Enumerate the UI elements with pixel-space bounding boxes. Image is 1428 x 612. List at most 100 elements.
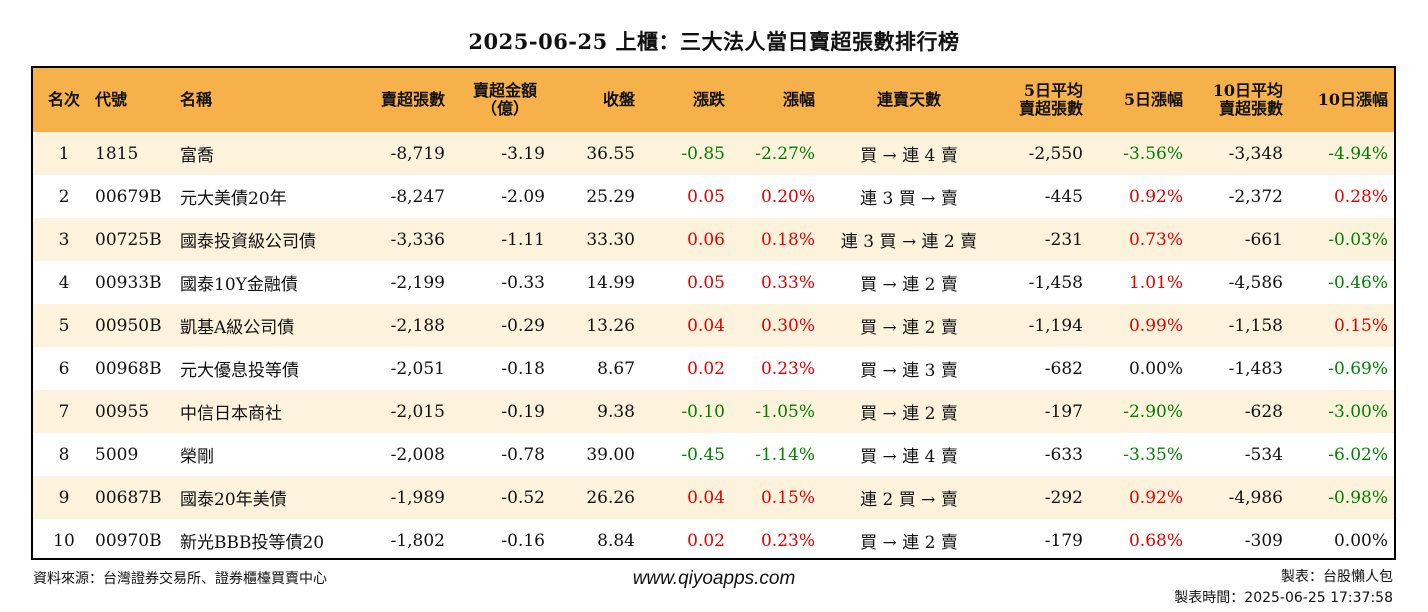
cell-change: 0.02	[687, 358, 725, 379]
cell-pct10: -0.69%	[1328, 358, 1388, 379]
cell-pct5: 0.68%	[1128, 530, 1183, 551]
cell-sell-lots: -1,802	[390, 530, 445, 551]
cell-close: 39.00	[586, 444, 635, 465]
cell-sell-amount: -0.18	[501, 358, 545, 379]
table-row: 6 00968B 元大優息投等債 -2,051 -0.18 8.67 0.02 …	[33, 347, 1394, 390]
table-row: 9 00687B 國泰20年美債 -1,989 -0.52 26.26 0.04…	[33, 476, 1394, 519]
cell-streak: 買 → 連 3 賣	[860, 361, 958, 381]
cell-code: 00679B	[95, 186, 162, 207]
footer-credits: 製表：台股懶人包 製表時間：2025-06-25 17:37:58	[1174, 567, 1393, 609]
cell-rank: 2	[58, 186, 70, 207]
col-header-code: 代號	[95, 90, 128, 109]
cell-close: 8.67	[597, 358, 635, 379]
cell-sell-amount: -0.29	[501, 315, 545, 336]
cell-close: 13.26	[586, 315, 635, 336]
cell-pct5: 0.99%	[1128, 315, 1183, 336]
table-row: 5 00950B 凱基A級公司債 -2,188 -0.29 13.26 0.04…	[33, 304, 1394, 347]
cell-sell-amount: -0.52	[501, 487, 545, 508]
cell-close: 8.84	[597, 530, 635, 551]
col-header-change: 漲跌	[692, 90, 725, 109]
cell-name: 富喬	[180, 146, 214, 166]
cell-pct: 0.20%	[760, 186, 815, 207]
col-header-close: 收盤	[602, 90, 635, 109]
cell-avg10: -1,483	[1228, 358, 1283, 379]
table-row: 2 00679B 元大美債20年 -8,247 -2.09 25.29 0.05…	[33, 175, 1394, 218]
cell-name: 國泰投資級公司債	[180, 232, 316, 252]
cell-close: 33.30	[586, 229, 635, 250]
cell-avg5: -179	[1044, 530, 1083, 551]
cell-rank: 5	[58, 315, 70, 336]
col-header-rank: 名次	[47, 90, 80, 109]
website-link[interactable]: www.qiyoapps.com	[632, 568, 796, 589]
col-header-sell-amount-line2: （億）	[480, 99, 529, 118]
cell-close: 14.99	[586, 272, 635, 293]
col-header-avg10-line1: 10日平均	[1212, 81, 1283, 100]
col-header-sell-amount: 賣超金額 （億）	[455, 68, 555, 132]
cell-avg5: -197	[1044, 401, 1083, 422]
cell-name: 新光BBB投等債20	[180, 533, 325, 553]
cell-avg10: -661	[1244, 229, 1283, 250]
cell-close: 9.38	[597, 401, 635, 422]
col-header-pct: 漲幅	[782, 90, 815, 109]
cell-sell-amount: -0.78	[501, 444, 545, 465]
cell-rank: 3	[58, 229, 70, 250]
cell-code: 00950B	[95, 315, 162, 336]
cell-streak: 連 2 買 → 賣	[860, 490, 958, 510]
cell-sell-amount: -0.16	[501, 530, 545, 551]
cell-avg10: -534	[1244, 444, 1283, 465]
cell-sell-lots: -3,336	[390, 229, 445, 250]
cell-avg10: -3,348	[1228, 143, 1283, 164]
cell-avg5: -292	[1044, 487, 1083, 508]
cell-pct5: 0.92%	[1128, 487, 1183, 508]
cell-pct: 0.15%	[760, 487, 815, 508]
cell-streak: 買 → 連 4 賣	[860, 146, 958, 166]
cell-pct10: 0.00%	[1333, 530, 1388, 551]
cell-avg10: -4,986	[1228, 487, 1283, 508]
cell-streak: 買 → 連 4 賣	[860, 447, 958, 467]
cell-pct10: -0.03%	[1328, 229, 1388, 250]
cell-avg5: -1,194	[1028, 315, 1083, 336]
cell-pct5: -3.56%	[1123, 143, 1183, 164]
cell-change: 0.04	[687, 315, 725, 336]
cell-streak: 連 3 買 → 賣	[860, 189, 958, 209]
cell-sell-amount: -0.19	[501, 401, 545, 422]
col-header-name: 名稱	[180, 90, 213, 109]
col-header-avg5-line1: 5日平均	[1023, 81, 1083, 100]
cell-change: 0.06	[687, 229, 725, 250]
cell-rank: 7	[58, 401, 70, 422]
cell-pct: 0.30%	[760, 315, 815, 336]
cell-streak: 買 → 連 2 賣	[860, 318, 958, 338]
table-row: 3 00725B 國泰投資級公司債 -3,336 -1.11 33.30 0.0…	[33, 218, 1394, 261]
cell-change: 0.05	[687, 186, 725, 207]
cell-avg10: -309	[1244, 530, 1283, 551]
cell-code: 00955	[95, 401, 150, 422]
cell-name: 元大優息投等債	[180, 361, 299, 381]
maker-credit: 製表：台股懶人包	[1281, 569, 1393, 585]
cell-change: 0.04	[687, 487, 725, 508]
cell-name: 國泰10Y金融債	[180, 275, 298, 295]
cell-avg5: -1,458	[1028, 272, 1083, 293]
cell-code: 00970B	[95, 530, 162, 551]
cell-rank: 10	[53, 530, 75, 551]
cell-pct5: 0.73%	[1128, 229, 1183, 250]
cell-sell-lots: -2,051	[390, 358, 445, 379]
col-header-avg5: 5日平均 賣超張數	[993, 68, 1093, 132]
cell-streak: 連 3 買 → 連 2 賣	[840, 232, 978, 252]
col-header-sell-amount-line1: 賣超金額	[472, 81, 537, 100]
cell-pct10: -4.94%	[1328, 143, 1388, 164]
cell-change: -0.85	[681, 143, 725, 164]
cell-pct5: 0.00%	[1128, 358, 1183, 379]
table-row: 7 00955 中信日本商社 -2,015 -0.19 9.38 -0.10 -…	[33, 390, 1394, 433]
col-header-avg10: 10日平均 賣超張數	[1193, 68, 1293, 132]
cell-pct10: -0.98%	[1328, 487, 1388, 508]
ranking-table: 名次 代號 名稱 賣超張數 賣超金額 （億） 收盤 漲跌 漲幅 連賣天數 5日平…	[31, 66, 1396, 560]
cell-change: -0.45	[681, 444, 725, 465]
cell-sell-lots: -2,015	[390, 401, 445, 422]
data-source-note: 資料來源：台灣證券交易所、證券櫃檯買賣中心	[33, 571, 327, 587]
page-title: 2025-06-25 上櫃：三大法人當日賣超張數排行榜	[468, 29, 960, 54]
cell-avg10: -4,586	[1228, 272, 1283, 293]
cell-avg10: -628	[1244, 401, 1283, 422]
col-header-streak: 連賣天數	[876, 90, 941, 109]
cell-streak: 買 → 連 2 賣	[860, 533, 958, 553]
cell-sell-amount: -0.33	[501, 272, 545, 293]
